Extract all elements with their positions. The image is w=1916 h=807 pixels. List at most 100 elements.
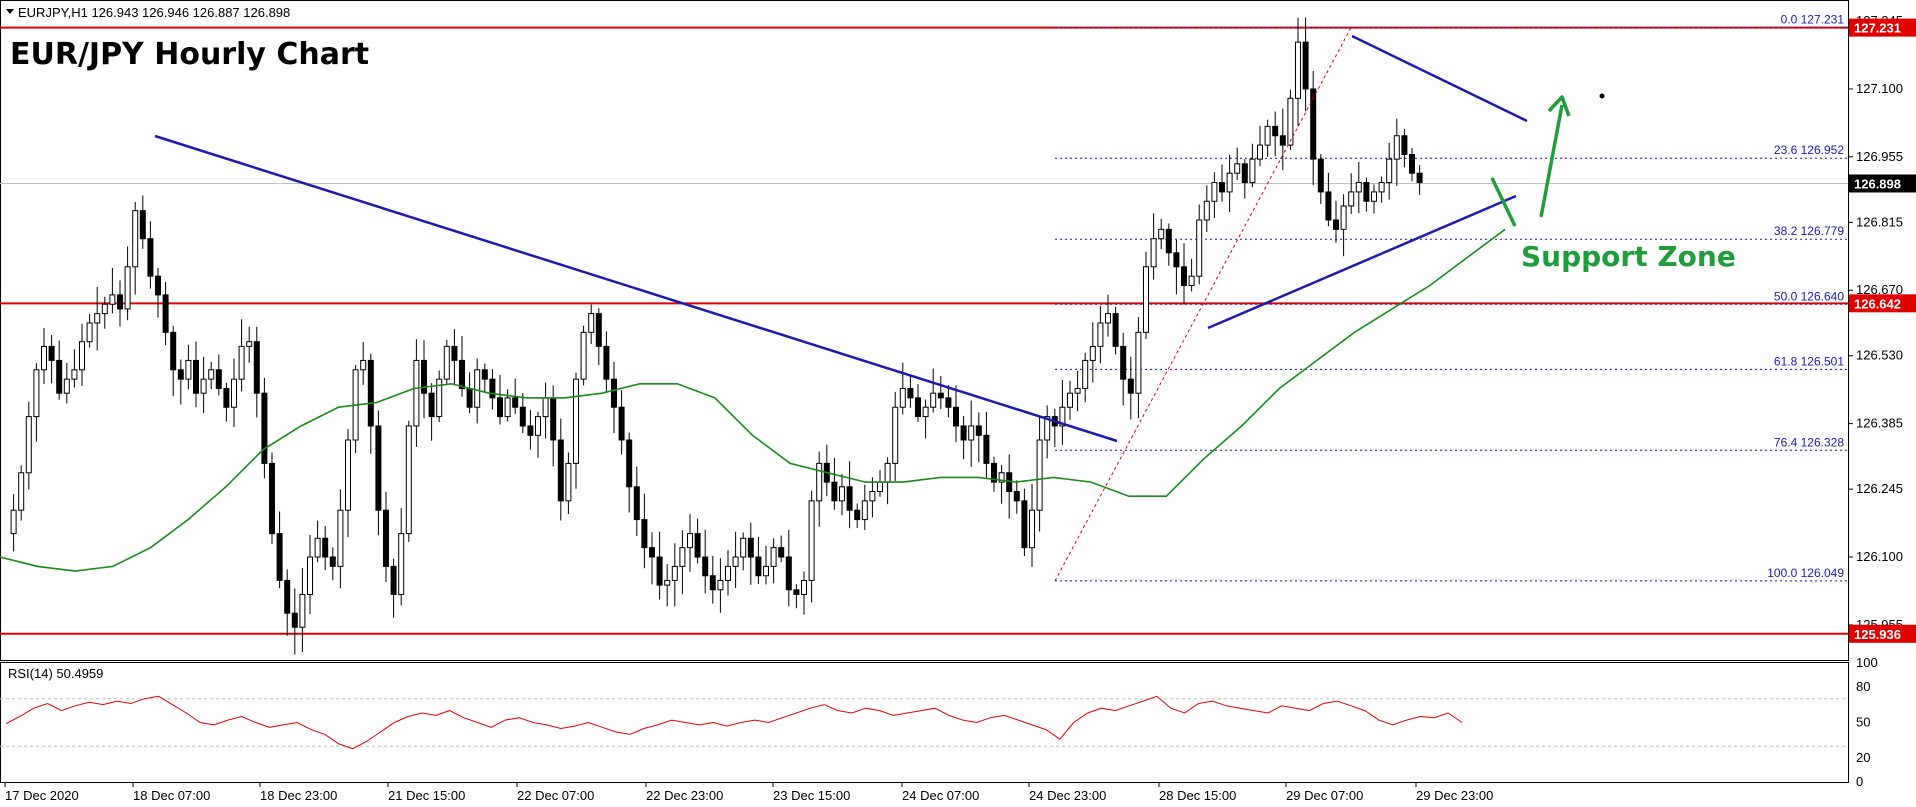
- candle-body: [238, 345, 245, 380]
- candle-body: [1272, 125, 1279, 137]
- candle-body: [299, 593, 306, 628]
- candle-body: [588, 313, 595, 333]
- candle-body: [580, 331, 587, 380]
- candle-body: [200, 378, 207, 394]
- candle-body: [25, 416, 32, 474]
- candle-body: [755, 556, 762, 577]
- candle-body: [405, 425, 412, 535]
- candle-body: [877, 481, 883, 492]
- candle-body: [398, 533, 405, 595]
- candle-body: [307, 556, 313, 595]
- candle-body: [1340, 205, 1347, 230]
- candle-body: [1257, 144, 1263, 160]
- candle-body: [573, 378, 579, 464]
- candle-body: [1401, 135, 1408, 155]
- x-tick-label: 29 Dec 07:00: [1286, 788, 1363, 803]
- candle-body: [124, 266, 131, 310]
- candle-body: [656, 556, 663, 586]
- fib-label: 0.0 127.231: [1781, 13, 1845, 27]
- candle-body: [1211, 182, 1218, 202]
- candle-body: [922, 406, 929, 418]
- candle-body: [155, 275, 161, 296]
- candle-body: [1378, 182, 1385, 193]
- x-tick-label: 23 Dec 15:00: [773, 788, 850, 803]
- candle-body: [1317, 158, 1324, 193]
- candle-body: [542, 397, 549, 418]
- candles: [10, 17, 1423, 655]
- candle-body: [345, 439, 351, 511]
- candle-body: [421, 359, 427, 394]
- candle-body: [785, 556, 792, 591]
- fib-diagonal: [1054, 27, 1352, 582]
- candle-body: [892, 406, 899, 464]
- x-tick-label: 28 Dec 15:00: [1159, 788, 1236, 803]
- candle-body: [413, 359, 420, 427]
- candle-body: [1059, 406, 1066, 427]
- candle-body: [527, 425, 534, 436]
- y-tick-label: 126.100: [1856, 549, 1903, 564]
- candle-body: [899, 388, 906, 408]
- candle-body: [839, 486, 845, 502]
- candle-body: [466, 388, 473, 408]
- candle-body: [1067, 392, 1073, 408]
- candle-body: [740, 537, 747, 558]
- candle-body: [94, 313, 101, 324]
- candle-body: [86, 322, 93, 343]
- candle-body: [79, 341, 85, 371]
- candle-body: [1393, 135, 1400, 160]
- y-tick-label: 126.530: [1856, 348, 1903, 363]
- up-arrow-head: [1547, 95, 1571, 117]
- y-tick-label: 126.245: [1856, 481, 1903, 496]
- candle-body: [861, 500, 868, 521]
- candle-body: [1409, 153, 1415, 174]
- candle-body: [732, 556, 739, 567]
- candle-body: [808, 500, 815, 581]
- x-tick-label: 17 Dec 2020: [5, 788, 79, 803]
- candle-body: [907, 388, 914, 399]
- candle-body: [611, 378, 617, 408]
- price-tags: 127.231 126.642 125.936 126.898: [1849, 18, 1916, 643]
- fibonacci-levels: 0.0 127.231 23.6 126.952 38.2 126.779 50.0 …: [1055, 13, 1848, 582]
- moving-average: [0, 228, 1506, 572]
- candle-body: [603, 345, 610, 380]
- candle-body: [1173, 252, 1180, 268]
- candle-body: [854, 509, 861, 521]
- symbol-dropdown-icon[interactable]: [6, 9, 14, 14]
- time-axis: 17 Dec 2020 18 Dec 07:00 18 Dec 23:00 21 De…: [4, 782, 1493, 803]
- candle-body: [1089, 345, 1096, 361]
- candle-body: [649, 547, 655, 558]
- candle-body: [831, 481, 838, 502]
- candle-body: [276, 533, 283, 581]
- candle-body: [725, 565, 731, 581]
- drawings: [154, 27, 1605, 582]
- candle-body: [1105, 313, 1111, 324]
- candle-body: [1082, 359, 1089, 390]
- candle-body: [436, 378, 443, 418]
- candle-body: [63, 378, 70, 394]
- candle-body: [1287, 97, 1294, 146]
- candle-body: [1044, 416, 1051, 441]
- candle-body: [1234, 163, 1241, 174]
- candle-body: [481, 369, 488, 380]
- candle-body: [512, 397, 519, 408]
- candle-body: [618, 406, 625, 441]
- candle-body: [1196, 219, 1203, 277]
- candle-body: [1371, 191, 1377, 202]
- candle-body: [968, 425, 975, 441]
- candle-body: [1249, 158, 1256, 184]
- rsi-tick-label: 50: [1856, 715, 1870, 730]
- candle-body: [1165, 228, 1172, 254]
- x-tick-label: 24 Dec 07:00: [902, 788, 979, 803]
- candle-body: [117, 294, 123, 310]
- candle-body: [1074, 388, 1081, 394]
- candle-body: [322, 537, 329, 558]
- candle-body: [101, 303, 108, 315]
- candle-body: [253, 341, 260, 394]
- candle-body: [1325, 191, 1332, 221]
- candle-body: [147, 238, 154, 277]
- candle-body: [626, 439, 633, 488]
- candle-body: [557, 439, 564, 502]
- candle-body: [451, 345, 458, 361]
- rsi-label: RSI(14) 50.4959: [8, 666, 103, 681]
- candle-body: [1013, 490, 1020, 502]
